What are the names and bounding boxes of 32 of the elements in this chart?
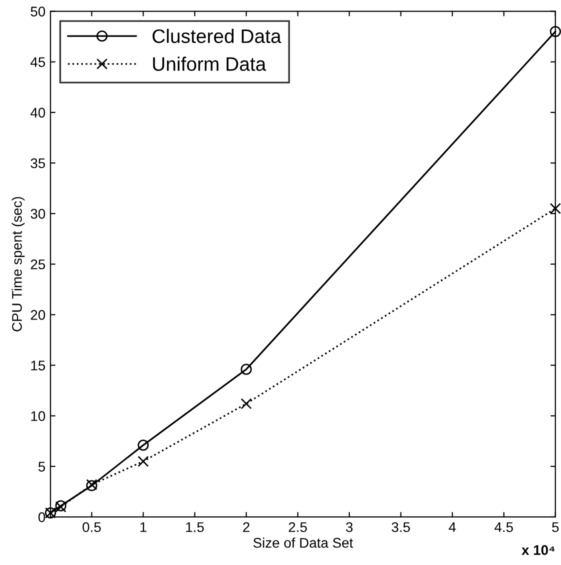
x-tick-label: 2.5 [288, 522, 307, 532]
y-tick-label: 5 [38, 462, 46, 472]
point [138, 440, 149, 451]
point [550, 26, 561, 38]
y-tick-label: 25 [30, 259, 46, 270]
y-tick-label: 35 [30, 158, 46, 168]
x-axis-title: Size of Data Set [253, 538, 354, 548]
y-tick-label: 30 [30, 208, 46, 219]
x-tick-label: 1.5 [186, 522, 204, 532]
point [138, 456, 149, 467]
x-tick-label: 1 [140, 522, 146, 532]
text: x 10⁴ [522, 545, 555, 555]
point [240, 398, 252, 410]
x-tick-label: 4 [448, 522, 456, 532]
x-tick-label: 5 [552, 522, 559, 532]
y-tick-label: 0 [38, 512, 46, 522]
x-tick-label: 3.5 [392, 522, 410, 532]
legend-label: Clustered Data [152, 28, 282, 44]
point [550, 202, 561, 214]
x-tick-label: 2 [243, 522, 250, 532]
point [240, 364, 252, 375]
y-axis-title: CPU Time spent (sec) [12, 197, 25, 332]
y-tick-label: 50 [30, 6, 46, 16]
y-tick-label: 45 [30, 57, 46, 68]
y-tick-label: 10 [31, 411, 46, 422]
x-tick-label: 3 [346, 522, 353, 532]
legend-label: Uniform Data [153, 56, 266, 71]
x-tick-label: 4.5 [494, 522, 513, 532]
y-tick-label: 40 [30, 108, 46, 118]
y-tick-label: 20 [30, 310, 46, 320]
x-tick-label: 0.5 [82, 522, 101, 532]
y-tick-label: 15 [31, 360, 46, 370]
